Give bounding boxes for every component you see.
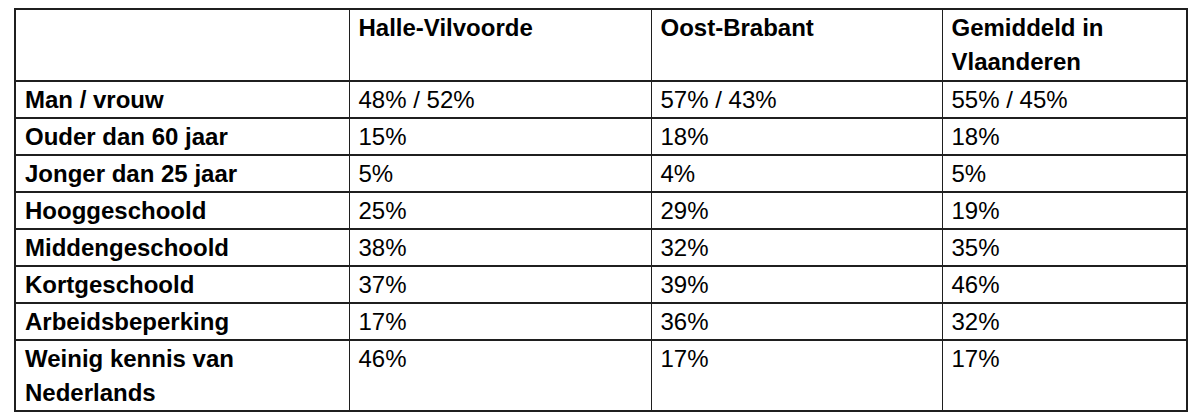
- table-row: Kortgeschoold 37% 39% 46%: [15, 266, 1187, 303]
- table-row: Middengeschoold 38% 32% 35%: [15, 229, 1187, 266]
- data-table: Halle-Vilvoorde Oost-Brabant Gemiddeld i…: [14, 8, 1188, 412]
- cell-value: 17%: [651, 340, 942, 411]
- row-label: Man / vrouw: [15, 81, 349, 118]
- table-row: Hooggeschoold 25% 29% 19%: [15, 192, 1187, 229]
- cell-value: 18%: [942, 118, 1187, 155]
- row-label: Kortgeschoold: [15, 266, 349, 303]
- cell-value: 46%: [942, 266, 1187, 303]
- row-label: Ouder dan 60 jaar: [15, 118, 349, 155]
- cell-value: 15%: [349, 118, 651, 155]
- cell-value: 46%: [349, 340, 651, 411]
- cell-value: 17%: [942, 340, 1187, 411]
- row-label: Jonger dan 25 jaar: [15, 155, 349, 192]
- table-row: Arbeidsbeperking 17% 36% 32%: [15, 303, 1187, 340]
- cell-value: 55% / 45%: [942, 81, 1187, 118]
- cell-value: 32%: [942, 303, 1187, 340]
- cell-value: 35%: [942, 229, 1187, 266]
- row-label: Middengeschoold: [15, 229, 349, 266]
- row-label: Arbeidsbeperking: [15, 303, 349, 340]
- row-label: Weinig kennis van Nederlands: [15, 340, 349, 411]
- table-row: Weinig kennis van Nederlands 46% 17% 17%: [15, 340, 1187, 411]
- table-row: Jonger dan 25 jaar 5% 4% 5%: [15, 155, 1187, 192]
- column-header-oost-brabant: Oost-Brabant: [651, 9, 942, 81]
- cell-value: 18%: [651, 118, 942, 155]
- table-row: Man / vrouw 48% / 52% 57% / 43% 55% / 45…: [15, 81, 1187, 118]
- cell-value: 29%: [651, 192, 942, 229]
- cell-value: 5%: [349, 155, 651, 192]
- cell-value: 32%: [651, 229, 942, 266]
- cell-value: 36%: [651, 303, 942, 340]
- cell-value: 19%: [942, 192, 1187, 229]
- cell-value: 39%: [651, 266, 942, 303]
- cell-value: 57% / 43%: [651, 81, 942, 118]
- row-label: Hooggeschoold: [15, 192, 349, 229]
- table-row: Ouder dan 60 jaar 15% 18% 18%: [15, 118, 1187, 155]
- corner-cell: [15, 9, 349, 81]
- cell-value: 38%: [349, 229, 651, 266]
- column-header-gemiddeld-vlaanderen: Gemiddeld in Vlaanderen: [942, 9, 1187, 81]
- cell-value: 25%: [349, 192, 651, 229]
- cell-value: 17%: [349, 303, 651, 340]
- cell-value: 48% / 52%: [349, 81, 651, 118]
- column-header-halle-vilvoorde: Halle-Vilvoorde: [349, 9, 651, 81]
- cell-value: 37%: [349, 266, 651, 303]
- cell-value: 5%: [942, 155, 1187, 192]
- cell-value: 4%: [651, 155, 942, 192]
- header-row: Halle-Vilvoorde Oost-Brabant Gemiddeld i…: [15, 9, 1187, 81]
